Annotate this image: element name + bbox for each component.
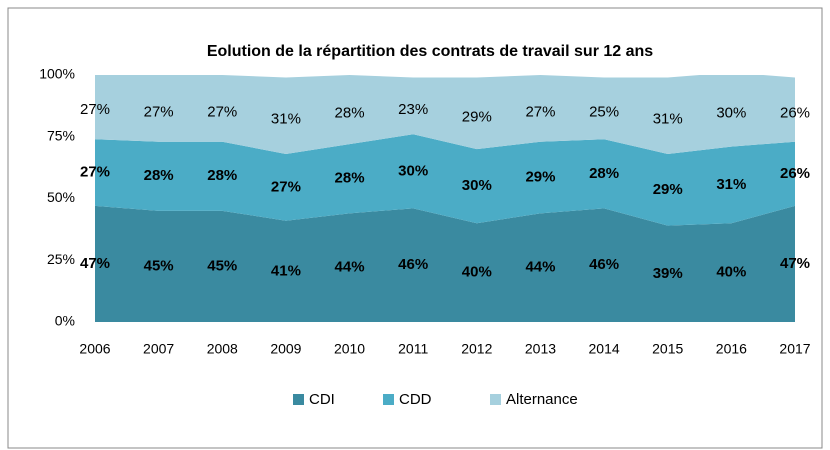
data-label: 44%: [525, 259, 555, 276]
data-label: 40%: [462, 264, 492, 281]
data-label: 27%: [525, 103, 555, 120]
data-label: 46%: [398, 256, 428, 273]
data-label: 30%: [398, 162, 428, 179]
x-tick-label: 2007: [143, 341, 174, 357]
area: [95, 75, 795, 155]
x-tick-label: 2009: [270, 341, 301, 357]
data-label: 30%: [716, 105, 746, 122]
legend-swatch: [293, 394, 304, 405]
data-label: 31%: [653, 111, 683, 128]
y-tick-label: 50%: [47, 189, 75, 205]
area: [95, 205, 795, 322]
data-label: 47%: [80, 255, 110, 272]
x-tick-label: 2006: [79, 341, 110, 357]
data-label: 40%: [716, 264, 746, 281]
chart-frame: [7, 7, 823, 449]
chart-title: Eolution de la répartition des contrats …: [207, 43, 653, 60]
data-label: 39%: [653, 265, 683, 282]
y-tick-label: 75%: [47, 127, 75, 143]
data-label: 29%: [525, 168, 555, 185]
data-label: 27%: [207, 103, 237, 120]
data-label: 31%: [271, 111, 301, 128]
data-label: 41%: [271, 262, 301, 279]
y-tick-label: 100%: [39, 66, 75, 82]
data-label: 27%: [271, 178, 301, 195]
legend-label: Alternance: [506, 391, 578, 408]
data-label: 25%: [589, 103, 619, 120]
y-tick-label: 0%: [55, 313, 75, 329]
x-tick-label: 2016: [716, 341, 747, 357]
data-label: 27%: [144, 103, 174, 120]
x-tick-label: 2013: [525, 341, 556, 357]
data-label: 23%: [398, 101, 428, 118]
x-tick-label: 2017: [779, 341, 810, 357]
data-label: 31%: [716, 176, 746, 193]
data-label: 45%: [144, 257, 174, 274]
data-label: 27%: [80, 164, 110, 181]
data-label: 45%: [207, 257, 237, 274]
area: [95, 134, 795, 226]
data-label: 47%: [780, 255, 810, 272]
data-label: 30%: [462, 177, 492, 194]
legend-swatch: [490, 394, 501, 405]
legend-swatch: [383, 394, 394, 405]
data-label: 29%: [462, 108, 492, 125]
plot-area: [95, 75, 795, 322]
data-label: 26%: [780, 165, 810, 182]
data-label: 28%: [335, 170, 365, 187]
x-tick-label: 2015: [652, 341, 683, 357]
x-tick-label: 2014: [589, 341, 620, 357]
x-tick-label: 2008: [207, 341, 238, 357]
y-tick-label: 25%: [47, 251, 75, 267]
data-label: 26%: [780, 105, 810, 122]
data-label: 27%: [80, 101, 110, 118]
legend-label: CDI: [309, 391, 335, 408]
legend-label: CDD: [399, 391, 432, 408]
data-label: 44%: [335, 259, 365, 276]
x-tick-label: 2010: [334, 341, 365, 357]
data-label: 46%: [589, 256, 619, 273]
x-tick-label: 2012: [461, 341, 492, 357]
data-label: 28%: [144, 167, 174, 184]
data-label: 28%: [589, 165, 619, 182]
data-label: 29%: [653, 181, 683, 198]
data-label: 28%: [207, 167, 237, 184]
x-tick-label: 2011: [398, 341, 428, 357]
data-label: 28%: [335, 105, 365, 122]
